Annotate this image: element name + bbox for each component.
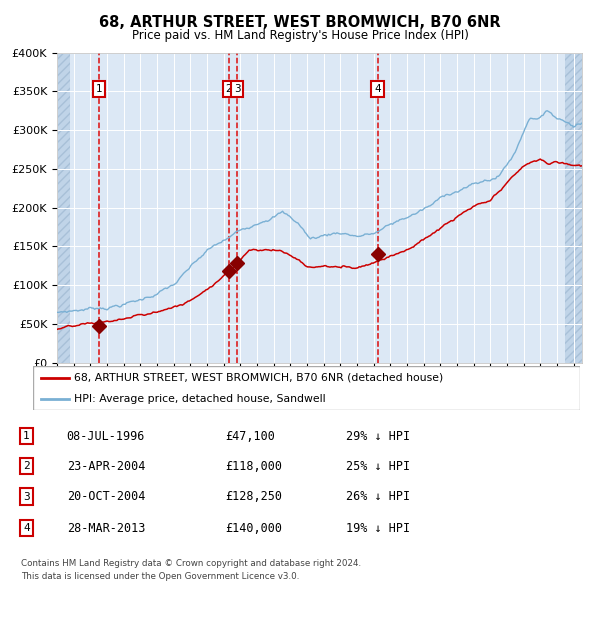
Text: 1: 1 — [95, 84, 103, 94]
Text: 3: 3 — [23, 492, 30, 502]
Bar — [565, 53, 582, 363]
FancyBboxPatch shape — [33, 366, 580, 410]
Text: 23-APR-2004: 23-APR-2004 — [67, 460, 145, 473]
Text: 29% ↓ HPI: 29% ↓ HPI — [346, 430, 410, 443]
Text: 2: 2 — [226, 84, 232, 94]
Text: £118,000: £118,000 — [225, 460, 282, 473]
Text: 26% ↓ HPI: 26% ↓ HPI — [346, 490, 410, 503]
Text: £140,000: £140,000 — [225, 522, 282, 535]
Text: £128,250: £128,250 — [225, 490, 282, 503]
Text: Price paid vs. HM Land Registry's House Price Index (HPI): Price paid vs. HM Land Registry's House … — [131, 29, 469, 42]
Text: HPI: Average price, detached house, Sandwell: HPI: Average price, detached house, Sand… — [74, 394, 326, 404]
Text: 20-OCT-2004: 20-OCT-2004 — [67, 490, 145, 503]
Text: 68, ARTHUR STREET, WEST BROMWICH, B70 6NR (detached house): 68, ARTHUR STREET, WEST BROMWICH, B70 6N… — [74, 373, 443, 383]
Text: 68, ARTHUR STREET, WEST BROMWICH, B70 6NR: 68, ARTHUR STREET, WEST BROMWICH, B70 6N… — [99, 16, 501, 30]
Text: 08-JUL-1996: 08-JUL-1996 — [67, 430, 145, 443]
Text: 3: 3 — [233, 84, 241, 94]
Text: 4: 4 — [374, 84, 381, 94]
Bar — [57, 53, 70, 363]
Text: 19% ↓ HPI: 19% ↓ HPI — [346, 522, 410, 535]
Text: 2: 2 — [23, 461, 30, 471]
Text: 25% ↓ HPI: 25% ↓ HPI — [346, 460, 410, 473]
Text: 1: 1 — [23, 431, 30, 441]
Text: Contains HM Land Registry data © Crown copyright and database right 2024.
This d: Contains HM Land Registry data © Crown c… — [21, 559, 361, 581]
Text: 4: 4 — [23, 523, 30, 533]
Text: 28-MAR-2013: 28-MAR-2013 — [67, 522, 145, 535]
Text: £47,100: £47,100 — [225, 430, 275, 443]
